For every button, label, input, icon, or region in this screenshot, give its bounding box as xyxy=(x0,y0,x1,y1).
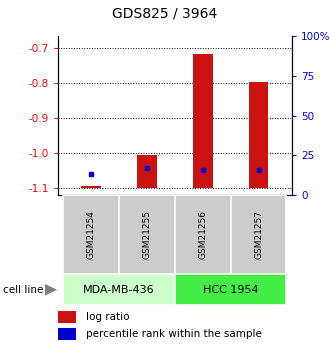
Bar xyxy=(63,274,175,305)
Text: GSM21257: GSM21257 xyxy=(254,210,263,259)
Bar xyxy=(175,274,286,305)
Text: MDA-MB-436: MDA-MB-436 xyxy=(83,285,155,295)
Bar xyxy=(58,310,77,323)
Bar xyxy=(175,195,231,274)
Bar xyxy=(58,328,77,340)
Text: GSM21254: GSM21254 xyxy=(87,210,96,259)
Text: HCC 1954: HCC 1954 xyxy=(203,285,258,295)
Bar xyxy=(63,195,119,274)
Text: GDS825 / 3964: GDS825 / 3964 xyxy=(113,7,217,21)
Text: cell line: cell line xyxy=(3,285,44,295)
Text: log ratio: log ratio xyxy=(86,312,129,322)
Text: GSM21256: GSM21256 xyxy=(198,210,207,259)
Bar xyxy=(82,186,101,188)
Bar xyxy=(193,54,213,188)
Text: percentile rank within the sample: percentile rank within the sample xyxy=(86,329,262,339)
Bar xyxy=(249,81,268,188)
Bar xyxy=(119,195,175,274)
Text: GSM21255: GSM21255 xyxy=(143,210,151,259)
Polygon shape xyxy=(45,284,57,296)
Bar xyxy=(137,155,157,188)
Bar xyxy=(231,195,286,274)
